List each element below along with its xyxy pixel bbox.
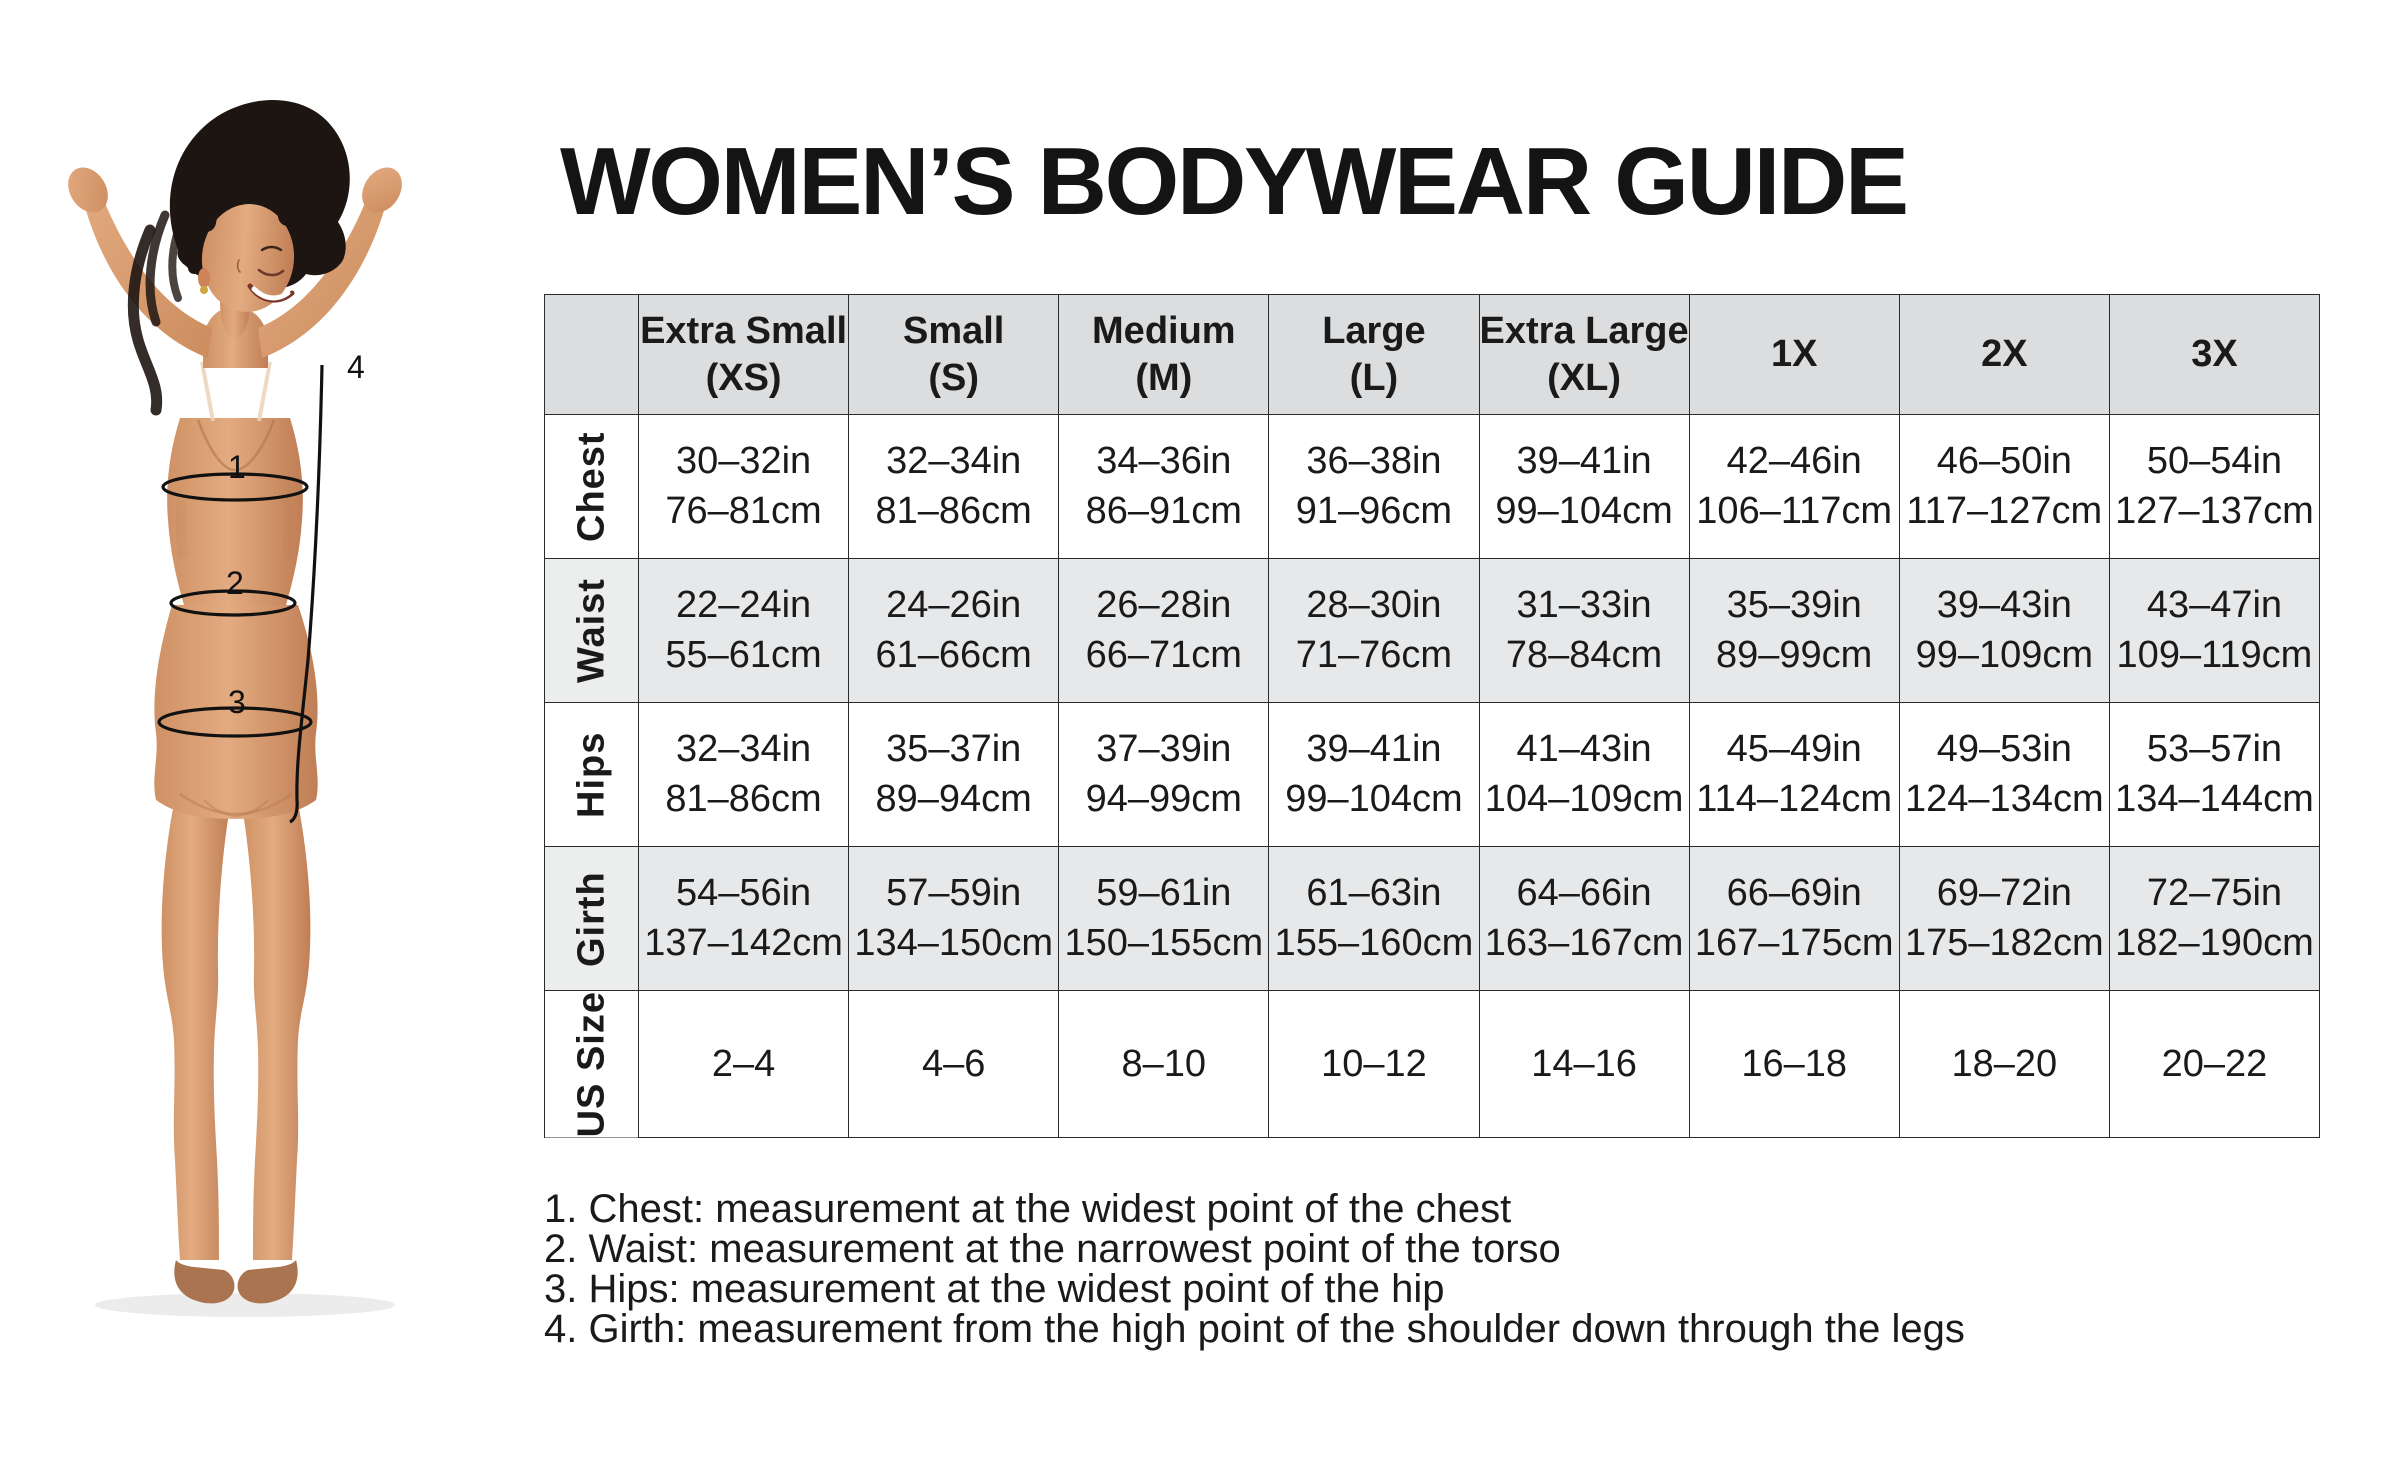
svg-text:4: 4 bbox=[347, 349, 365, 385]
svg-text:2: 2 bbox=[226, 565, 244, 601]
svg-text:3: 3 bbox=[228, 684, 246, 720]
svg-text:1: 1 bbox=[228, 449, 246, 485]
